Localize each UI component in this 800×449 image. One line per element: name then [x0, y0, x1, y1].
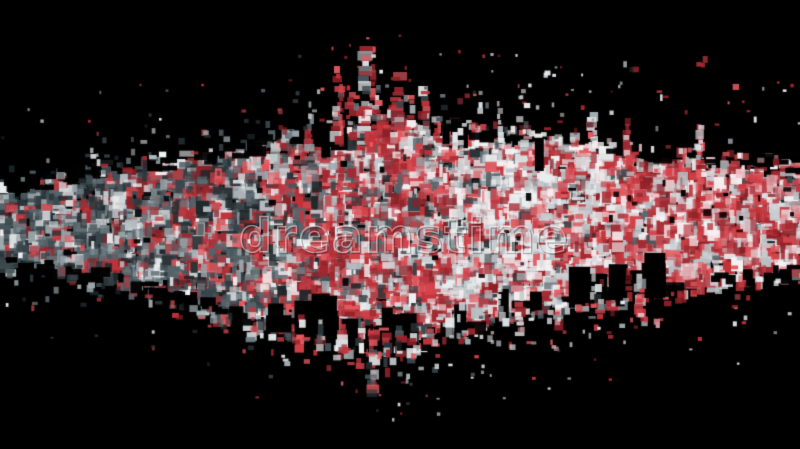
glitch-waveform-image — [0, 0, 800, 449]
stock-image-page: dreamstime dreamstime — [0, 0, 800, 449]
